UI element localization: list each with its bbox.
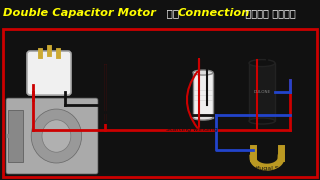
- Bar: [8, 110, 23, 162]
- Text: करना सीखे: करना सीखे: [242, 8, 295, 18]
- Text: Running
Capacitor: Running Capacitor: [188, 42, 218, 53]
- Ellipse shape: [42, 120, 71, 152]
- Text: का: का: [163, 8, 182, 18]
- Text: DULONE: DULONE: [253, 90, 271, 94]
- Ellipse shape: [31, 109, 82, 163]
- FancyBboxPatch shape: [27, 51, 71, 95]
- Bar: [249, 63, 275, 121]
- Text: Connection: Connection: [178, 8, 250, 18]
- Text: Double Capacitor Motor: Double Capacitor Motor: [3, 8, 156, 18]
- Text: Starting winding: Starting winding: [166, 127, 218, 132]
- Text: Running winding: Running winding: [122, 64, 127, 116]
- Ellipse shape: [249, 118, 275, 124]
- Ellipse shape: [193, 115, 213, 120]
- Ellipse shape: [249, 60, 275, 67]
- Text: Starting
Capacitor: Starting Capacitor: [247, 34, 277, 45]
- Ellipse shape: [193, 70, 213, 75]
- Text: Centrifugal Switch: Centrifugal Switch: [238, 166, 296, 171]
- Bar: [193, 73, 213, 118]
- FancyBboxPatch shape: [6, 98, 98, 174]
